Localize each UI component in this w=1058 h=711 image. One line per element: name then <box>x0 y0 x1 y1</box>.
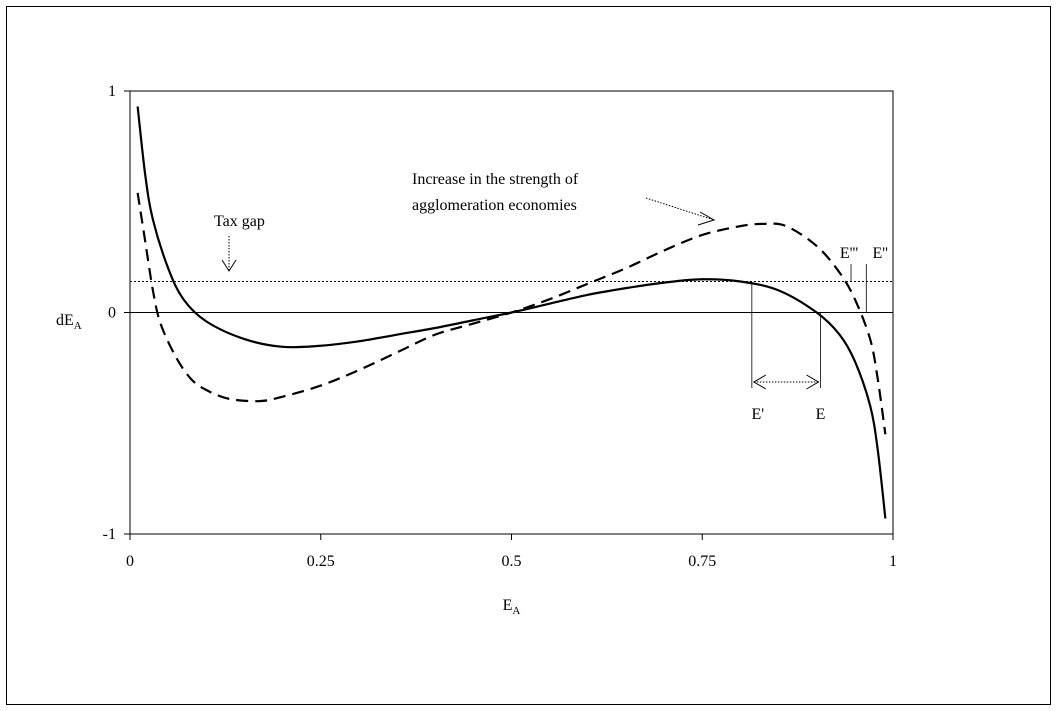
x-tick-label: 1 <box>889 553 897 570</box>
e-double-prime-label: E'' <box>873 245 889 262</box>
y-tick-label: -1 <box>103 526 116 543</box>
x-axis-label: EA <box>503 597 521 617</box>
increase-arrow <box>645 197 716 226</box>
y-axis-label-main: dE <box>56 312 74 329</box>
y-axis-label-sub: A <box>74 320 82 332</box>
shift-arrow <box>752 374 820 390</box>
y-axis-label: dEA <box>56 312 82 332</box>
y-axis-ticks: -1 0 1 <box>103 83 130 543</box>
series-dashed-line <box>136 192 887 435</box>
x-axis-ticks: 0 0.25 0.5 0.75 1 <box>126 534 897 570</box>
chart-frame <box>6 6 1051 705</box>
x-tick-label: 0.25 <box>307 553 335 570</box>
tax-gap-annotation: Tax gap <box>214 213 265 230</box>
series-group <box>136 106 887 519</box>
x-axis-label-sub: A <box>512 605 520 617</box>
e-label: E <box>816 406 826 423</box>
equilibrium-marker-lines <box>751 264 867 388</box>
increase-annotation-line2: agglomeration economies <box>412 197 577 214</box>
x-tick-label: 0.75 <box>688 553 716 570</box>
increase-annotation-line1: Increase in the strength of <box>412 171 579 188</box>
x-tick-label: 0 <box>126 553 134 570</box>
e-triple-prime-label: E''' <box>840 245 859 262</box>
tax-gap-arrow <box>221 236 237 272</box>
e-prime-label: E' <box>752 406 765 423</box>
y-tick-label: 0 <box>108 305 116 322</box>
x-tick-label: 0.5 <box>502 553 522 570</box>
x-axis-label-main: E <box>503 597 513 614</box>
y-tick-label: 1 <box>108 83 116 100</box>
